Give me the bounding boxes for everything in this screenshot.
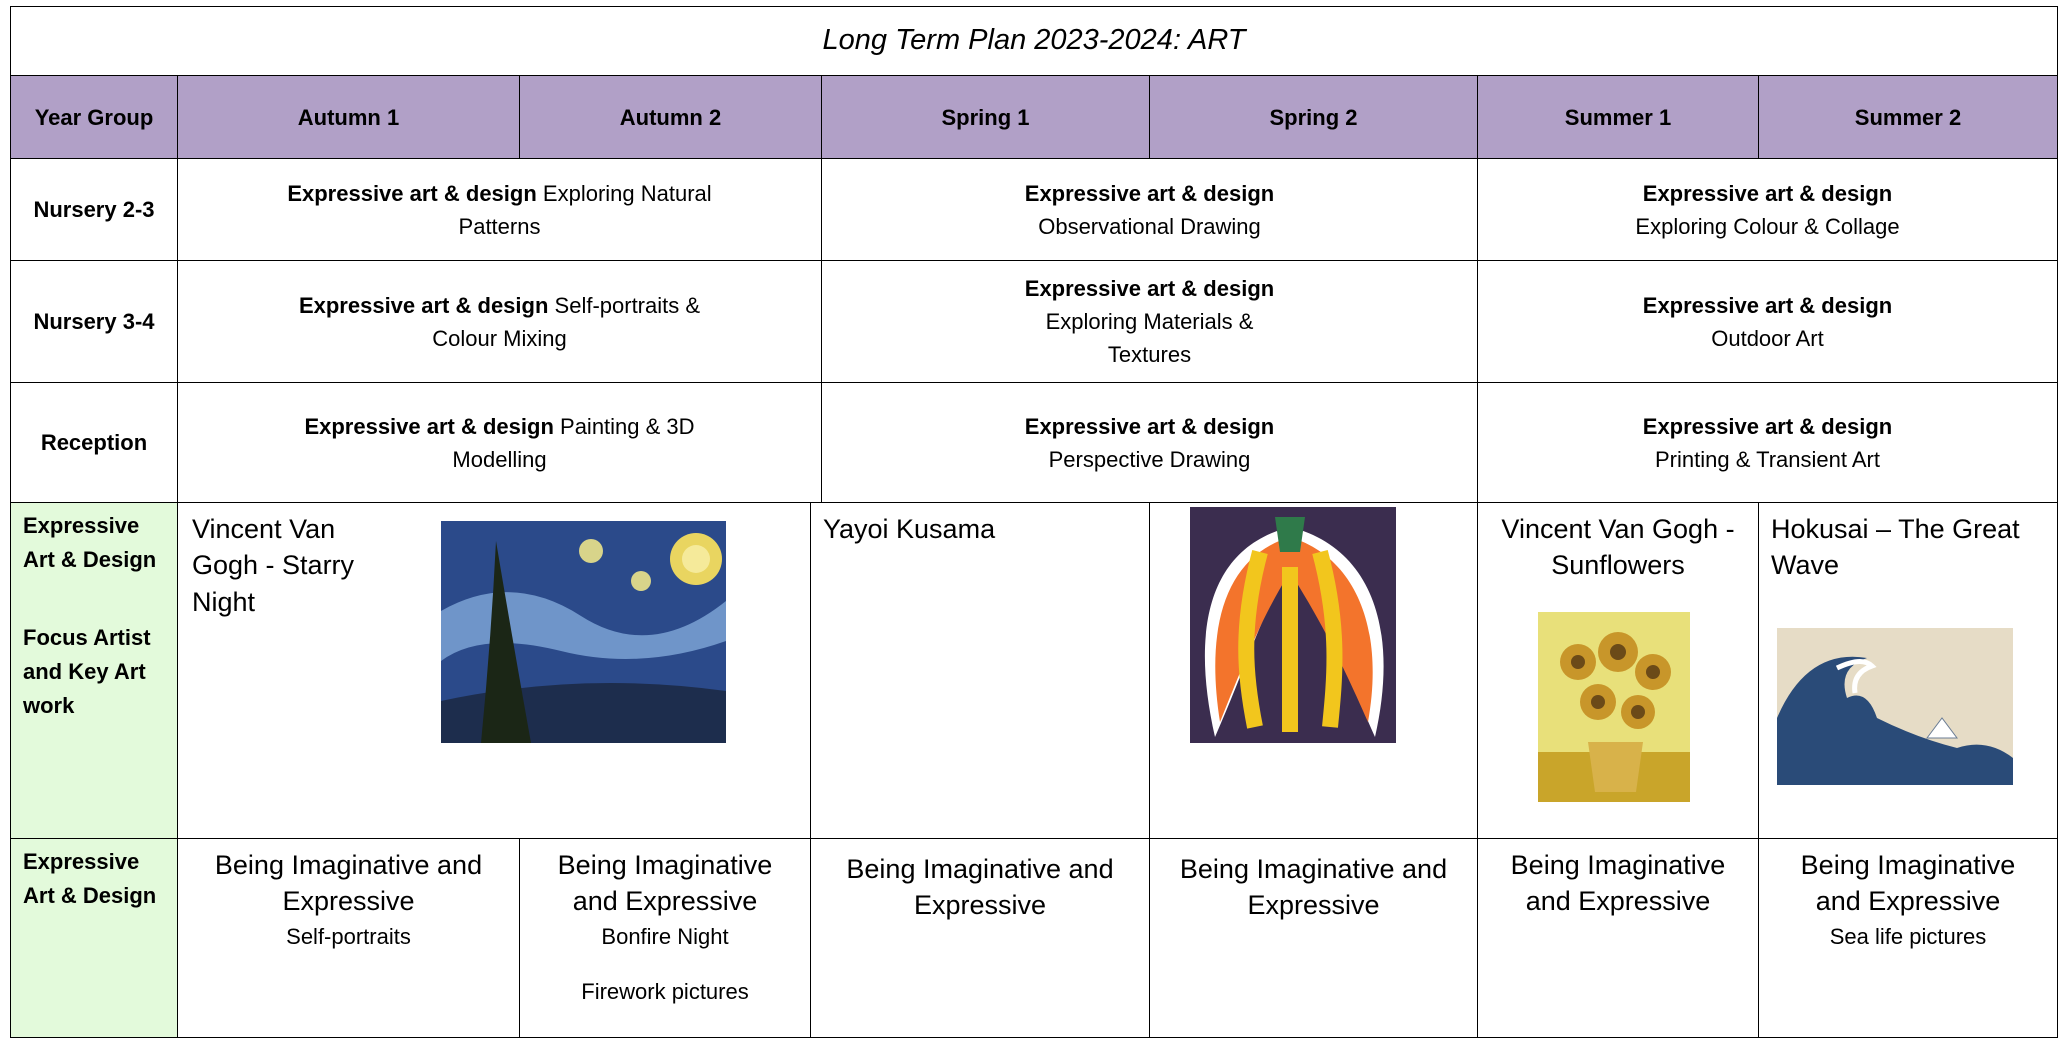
cell-topic: Exploring Natural Patterns <box>458 180 712 239</box>
kusama-image <box>1190 507 1396 743</box>
plan-cell: Expressive art & design Painting & 3D Mo… <box>177 382 822 503</box>
label-line: Expressive Art & Design <box>23 849 157 909</box>
artist-name: Hokusai – The Great Wave <box>1771 514 2020 581</box>
plan-cell: Expressive art & design Exploring Colour… <box>1477 158 2058 261</box>
cell-topic: Outdoor Art <box>1711 325 1824 351</box>
skills-cell: Being Imaginative and Expressive Self-por… <box>177 838 520 1038</box>
header-cell: Autumn 1 <box>177 75 520 159</box>
cell-topic: Perspective Drawing <box>1048 446 1251 472</box>
starry-night-image <box>441 521 726 743</box>
skills-cell: Being Imaginative and Expressive Bonfire … <box>519 838 811 1038</box>
cell-text: Expressive art & design Self-portraits &… <box>278 289 721 355</box>
plan-cell: Expressive art & design Self-portraits &… <box>177 260 822 383</box>
cell-strand: Expressive art & design <box>298 292 549 318</box>
row-label: Nursery 3-4 <box>10 260 178 383</box>
title: Long Term Plan 2023-2024: ART <box>10 6 2058 76</box>
plan-cell: Expressive art & design Perspective Draw… <box>821 382 1478 503</box>
cell-text: Expressive art & design Outdoor Art <box>1628 289 1907 355</box>
skill-heading: Being Imaginative and Expressive <box>1179 854 1448 921</box>
skills-cell: Being Imaginative and Expressive Sea life… <box>1758 838 2058 1038</box>
cell-topic: Printing & Transient Art <box>1655 446 1880 472</box>
header-cell: Year Group <box>10 75 178 159</box>
focus-label: Expressive Art & Design Focus Artist and… <box>10 502 178 839</box>
header-cell: Spring 1 <box>821 75 1150 159</box>
plan-cell: Expressive art & design Printing & Trans… <box>1477 382 2058 503</box>
header-cell: Spring 2 <box>1149 75 1478 159</box>
cell-topic: Observational Drawing <box>1038 213 1261 239</box>
cell-text: Expressive art & design Observational Dr… <box>1012 177 1287 243</box>
skill-heading: Being Imaginative and Expressive <box>1800 850 2016 917</box>
label-line: Focus Artist and Key Art work <box>23 625 151 719</box>
cell-strand: Expressive art & design <box>1642 180 1893 206</box>
skill-topic: Sea life pictures <box>1829 923 1987 949</box>
skill-heading: Being Imaginative and Expressive <box>846 854 1114 921</box>
header-cell: Summer 2 <box>1758 75 2058 159</box>
header-cell: Summer 1 <box>1477 75 1759 159</box>
plan-cell: Expressive art & design Observational Dr… <box>821 158 1478 261</box>
skill-heading: Being Imaginative and Expressive <box>557 850 773 917</box>
cell-topic: Exploring Colour & Collage <box>1635 213 1900 239</box>
skill-topic: Self-portraits <box>286 923 411 949</box>
cell-strand: Expressive art & design <box>304 413 554 439</box>
row-label: Nursery 2-3 <box>10 158 178 261</box>
cell-topic: Exploring Materials & Textures <box>1045 309 1254 367</box>
skills-cell: Being Imaginative and Expressive <box>810 838 1150 1038</box>
artist-name: Vincent Van Gogh - Sunflowers <box>1501 514 1735 581</box>
plan-cell: Expressive art & design Outdoor Art <box>1477 260 2058 383</box>
cell-text: Expressive art & design Printing & Trans… <box>1628 410 1907 476</box>
skill-topic: Bonfire Night <box>601 923 729 949</box>
label-line: Expressive Art & Design <box>23 513 157 573</box>
header-cell: Autumn 2 <box>519 75 822 159</box>
skills-label: Expressive Art & Design <box>10 838 178 1038</box>
plan-cell: Expressive art & design Exploring Materi… <box>821 260 1478 383</box>
cell-strand: Expressive art & design <box>1024 413 1275 439</box>
artist-cell: Yayoi Kusama <box>810 502 1150 839</box>
cell-strand: Expressive art & design <box>1642 292 1893 318</box>
cell-text: Expressive art & design Exploring Colour… <box>1628 177 1907 243</box>
cell-topic: Self-portraits & Colour Mixing <box>432 292 701 351</box>
sunflowers-image <box>1538 612 1690 802</box>
cell-strand: Expressive art & design <box>1024 180 1275 206</box>
plan-cell: Expressive art & design Exploring Natura… <box>177 158 822 261</box>
skills-cell: Being Imaginative and Expressive <box>1149 838 1478 1038</box>
artist-cell: Vincent Van Gogh - Starry Night <box>177 502 811 839</box>
skill-heading: Being Imaginative and Expressive <box>1510 850 1726 917</box>
skill-heading: Being Imaginative and Expressive <box>214 850 483 917</box>
cell-strand: Expressive art & design <box>1642 413 1893 439</box>
row-label: Reception <box>10 382 178 503</box>
cell-strand: Expressive art & design <box>1024 276 1275 301</box>
great-wave-image <box>1777 628 2013 785</box>
cell-topic: Painting & 3D Modelling <box>452 413 695 472</box>
artist-name: Yayoi Kusama <box>823 514 996 544</box>
skill-topic: Firework pictures <box>581 978 749 1004</box>
skills-cell: Being Imaginative and Expressive <box>1477 838 1759 1038</box>
cell-strand: Expressive art & design <box>287 180 537 206</box>
artist-name: Vincent Van Gogh - Starry Night <box>192 514 355 617</box>
cell-text: Expressive art & design Exploring Natura… <box>278 177 721 243</box>
cell-text: Expressive art & design Exploring Materi… <box>1012 272 1287 371</box>
cell-text: Expressive art & design Painting & 3D Mo… <box>278 410 721 476</box>
cell-text: Expressive art & design Perspective Draw… <box>1012 410 1287 476</box>
